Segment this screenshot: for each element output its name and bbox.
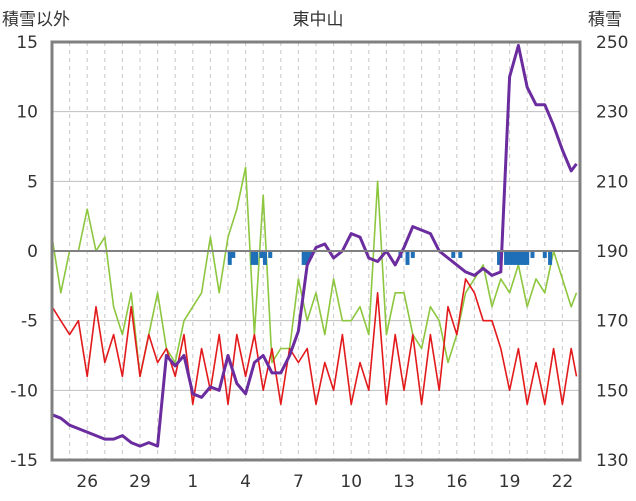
y-right-tick-label: 170 (596, 312, 628, 332)
y-right-tick-label: 130 (596, 451, 628, 471)
y-right-tick-label: 250 (596, 33, 628, 53)
precipitation-bar (458, 251, 463, 258)
axes-layer (50, 40, 582, 462)
precipitation-bar (410, 251, 415, 258)
y-left-tick-label: 5 (27, 172, 38, 192)
y-left-tick-label: -10 (10, 381, 38, 401)
x-tick-label: 22 (552, 472, 574, 492)
precipitation-bar (405, 251, 410, 265)
precipitation-bar (259, 251, 264, 258)
precipitation-bar (504, 251, 509, 265)
y-right-tick-label: 190 (596, 242, 628, 262)
x-tick-label: 16 (446, 472, 468, 492)
precipitation-bar (308, 251, 313, 258)
y-left-tick-label: 0 (27, 242, 38, 262)
y-right-tick-label: 150 (596, 381, 628, 401)
y-left-tick-label: 10 (16, 103, 38, 123)
precipitation-bar (305, 251, 310, 265)
x-tick-label: 29 (129, 472, 151, 492)
precipitation-bar (262, 251, 267, 265)
precipitation-bar (548, 251, 553, 265)
precipitation-bar (525, 251, 530, 265)
precipitation-bar (231, 251, 236, 258)
snow-depth-series (51, 44, 578, 448)
series-layer (51, 44, 578, 448)
precipitation-bar (227, 251, 232, 265)
precipitation-bar (507, 251, 512, 265)
chart-title: 東中山 (293, 10, 344, 30)
precipitation-bar (451, 251, 456, 258)
y-right-tick-label: 230 (596, 103, 628, 123)
x-tick-label: 7 (293, 472, 304, 492)
x-tick-label: 13 (393, 472, 415, 492)
precipitation-bar (542, 251, 547, 258)
precipitation-bar (497, 251, 502, 265)
precipitation-bar (268, 251, 273, 258)
y-left-label: 積雪以外 (2, 10, 70, 30)
y-right-label: 積雪 (588, 10, 622, 30)
x-tick-label: 19 (499, 472, 521, 492)
x-tick-label: 1 (187, 472, 198, 492)
precipitation-bar (301, 251, 306, 265)
x-tick-label: 26 (76, 472, 98, 492)
precipitation-bar (250, 251, 255, 265)
precipitation-bar (514, 251, 519, 265)
y-right-tick-label: 210 (596, 172, 628, 192)
plot-frame (50, 40, 582, 462)
precipitation-bar (254, 251, 259, 265)
x-tick-label: 10 (340, 472, 362, 492)
precipitation-bar (530, 251, 535, 258)
tick-labels: 15 10 5 0 -5 -10 -15 250 230 210 190 170 150 130 26 29 1… (10, 33, 628, 492)
precipitation-bar (518, 251, 523, 265)
y-left-tick-label: -15 (10, 451, 38, 471)
y-left-tick-label: -5 (21, 312, 38, 332)
y-left-tick-label: 15 (16, 33, 38, 53)
precipitation-bar (521, 251, 526, 265)
x-tick-label: 4 (240, 472, 251, 492)
precipitation-bar (511, 251, 516, 265)
